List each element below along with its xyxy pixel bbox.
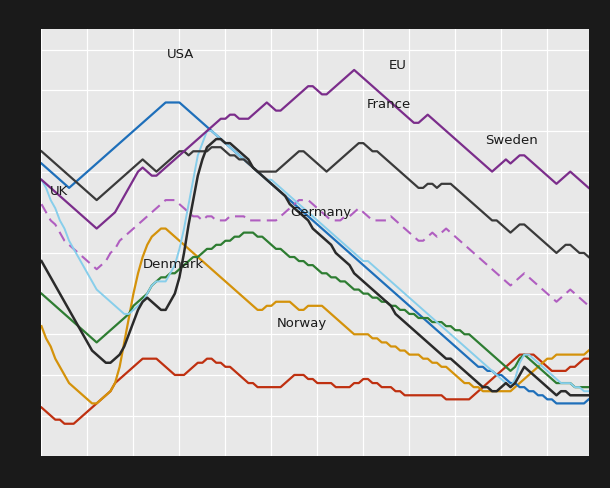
Text: Sweden: Sweden — [485, 134, 537, 147]
Text: UK: UK — [49, 185, 68, 198]
Text: USA: USA — [167, 48, 195, 61]
Text: Germany: Germany — [290, 206, 351, 220]
Text: EU: EU — [389, 59, 407, 72]
Text: France: France — [367, 98, 411, 110]
Text: Denmark: Denmark — [143, 258, 204, 271]
Text: Norway: Norway — [277, 317, 327, 330]
